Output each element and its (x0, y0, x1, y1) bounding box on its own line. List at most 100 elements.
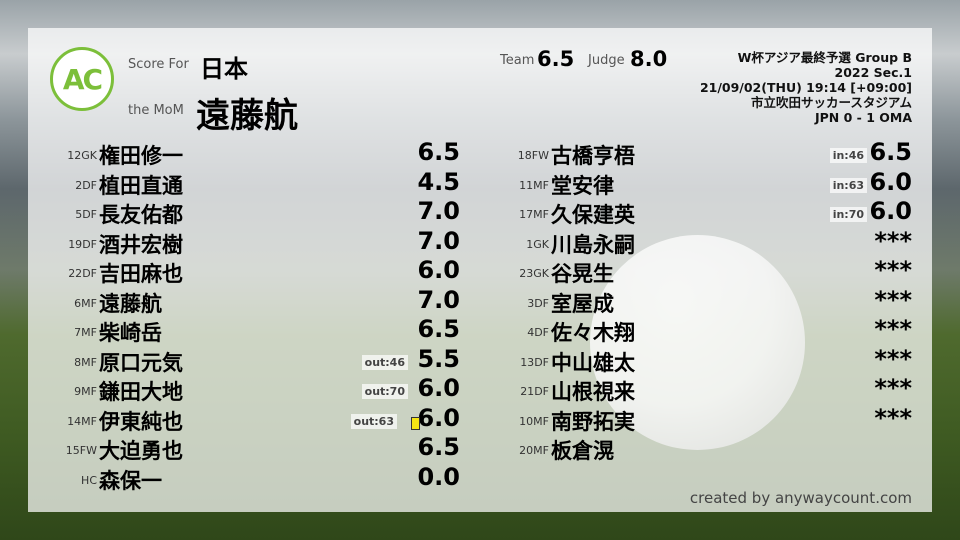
player-score: *** (874, 256, 912, 284)
player-row: 10MF 南野拓実 *** (492, 403, 912, 434)
player-number-position: 7MF (74, 326, 97, 339)
player-score: 7.0 (417, 285, 460, 314)
player-row: 7MF 柴崎岳 6.5 (40, 315, 460, 345)
player-name: 山根視来 (551, 380, 635, 404)
team-score-label: Team (500, 53, 535, 68)
player-number-position: HC (81, 473, 97, 487)
player-name: 遠藤航 (99, 291, 162, 316)
player-number-position: 8MF (74, 355, 97, 369)
player-score: 6.0 (417, 256, 460, 284)
player-name: 吉田麻也 (99, 262, 183, 286)
player-name: 谷晃生 (551, 262, 614, 286)
player-number-position: 23GK (519, 267, 549, 280)
team-score: 6.5 (537, 47, 575, 71)
player-name: 久保建英 (551, 203, 635, 227)
player-score: 6.0 (417, 374, 460, 402)
substitution-badge: in:70 (829, 207, 867, 222)
player-number-position: 17MF (519, 208, 549, 221)
judge-score-label: Judge (588, 53, 625, 68)
player-row: 11MF 堂安律 6.0 in:63 (492, 167, 912, 198)
player-score: 6.0 (869, 167, 912, 196)
player-row: 9MF 鎌田大地 6.0 out:70 (40, 374, 460, 404)
score-for-label: Score For (128, 57, 189, 72)
player-name: 佐々木翔 (551, 321, 635, 345)
match-info: W杯アジア最終予選 Group B 2022 Sec.1 21/09/02(TH… (700, 50, 912, 125)
team-name: 日本 (200, 55, 248, 83)
player-number-position: 10MF (519, 414, 549, 428)
player-score: 6.0 (869, 197, 912, 225)
judge-score: 8.0 (630, 47, 668, 71)
player-score: 6.5 (417, 138, 460, 166)
player-number-position: 15FW (65, 444, 97, 457)
substitution-badge: out:70 (361, 384, 408, 399)
rating-panel (28, 28, 932, 512)
player-row: 8MF 原口元気 5.5 out:46 (40, 345, 460, 375)
player-number-position: 4DF (527, 326, 549, 339)
player-name: 柴崎岳 (99, 321, 162, 345)
player-name: 古橋亨梧 (551, 144, 635, 168)
season: 2022 Sec.1 (834, 65, 912, 80)
player-row: 15FW 大迫勇也 6.5 (40, 433, 460, 463)
player-name: 森保一 (99, 468, 162, 493)
player-score: 7.0 (417, 226, 460, 255)
player-name: 大迫勇也 (99, 439, 183, 463)
player-name: 植田直通 (99, 173, 183, 198)
player-name: 板倉滉 (551, 439, 614, 463)
player-row: 22DF 吉田麻也 6.0 (40, 256, 460, 286)
player-name: 権田修一 (99, 144, 183, 168)
player-number-position: 11MF (519, 178, 549, 192)
player-row: 4DF 佐々木翔 *** (492, 315, 912, 345)
player-number-position: 18FW (517, 149, 549, 162)
player-score: 6.5 (417, 433, 460, 461)
venue: 市立吹田サッカースタジアム (750, 95, 912, 110)
substitution-badge: out:63 (350, 413, 397, 429)
player-row: 14MF 伊東純也 6.0 out:63 (40, 403, 460, 434)
logo-text: AC (62, 63, 103, 96)
player-name: 川島永嗣 (551, 232, 635, 257)
player-number-position: 20MF (519, 444, 549, 457)
player-number-position: 12GK (67, 149, 97, 162)
player-score: *** (874, 226, 912, 255)
player-row: 13DF 中山雄太 *** (492, 344, 912, 375)
player-name: 堂安律 (551, 173, 614, 198)
player-name: 南野拓実 (551, 409, 635, 434)
substitution-badge: in:63 (829, 177, 867, 193)
player-score: 0.0 (417, 462, 460, 491)
player-name: 中山雄太 (551, 350, 635, 375)
player-row: HC 森保一 0.0 (40, 462, 460, 493)
player-score: 7.0 (417, 197, 460, 225)
player-row: 5DF 長友佑都 7.0 (40, 197, 460, 227)
player-number-position: 6MF (74, 296, 97, 310)
player-score: *** (874, 374, 912, 402)
player-row: 18FW 古橋亨梧 6.5 in:46 (492, 138, 912, 168)
player-name: 鎌田大地 (99, 380, 183, 404)
player-row: 3DF 室屋成 *** (492, 286, 912, 316)
player-number-position: 19DF (68, 237, 97, 251)
player-row: 12GK 権田修一 6.5 (40, 138, 460, 168)
substitution-badge: out:46 (361, 354, 408, 370)
credit: created by anywaycount.com (689, 489, 912, 507)
player-name: 原口元気 (99, 350, 183, 375)
mom-label: the MoM (128, 103, 184, 118)
player-score: 6.0 (417, 403, 460, 432)
player-number-position: 21DF (520, 385, 549, 398)
player-number-position: 14MF (67, 414, 97, 428)
player-row: 1GK 川島永嗣 *** (492, 226, 912, 257)
player-row: 23GK 谷晃生 *** (492, 256, 912, 286)
player-row: 6MF 遠藤航 7.0 (40, 285, 460, 316)
mom-name: 遠藤航 (196, 96, 298, 136)
player-score: *** (874, 315, 912, 343)
player-row: 17MF 久保建英 6.0 in:70 (492, 197, 912, 227)
player-score: 6.5 (417, 315, 460, 343)
match-datetime: 21/09/02(THU) 19:14 [+09:00] (699, 80, 912, 95)
substitution-badge: in:46 (829, 148, 867, 163)
yellow-card-icon (411, 416, 420, 430)
match-result: JPN 0 - 1 OMA (814, 110, 912, 125)
player-score: 6.5 (869, 138, 912, 166)
player-score: *** (874, 403, 912, 432)
competition: W杯アジア最終予選 Group B (737, 50, 912, 65)
player-number-position: 2DF (75, 178, 97, 192)
player-row: 21DF 山根視来 *** (492, 374, 912, 404)
player-score: *** (874, 344, 912, 373)
player-number-position: 22DF (68, 267, 97, 280)
